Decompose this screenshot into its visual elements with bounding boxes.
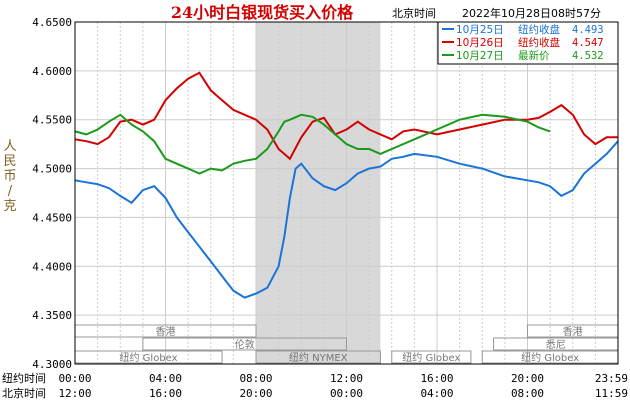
session-label: 纽约 NYMEX <box>289 351 348 364</box>
time-label: 北京时间 <box>392 6 436 20</box>
y-tick-label: 4.5500 <box>32 114 72 127</box>
bj-tick-label: 16:00 <box>149 387 182 400</box>
bj-tick-label: 08:00 <box>511 387 544 400</box>
series-line <box>74 140 619 299</box>
nymex-session-shade <box>256 22 381 364</box>
session-bar <box>142 337 347 351</box>
y-tick-label: 4.4000 <box>32 260 72 273</box>
plot-frame <box>74 21 619 365</box>
bj-time-label: 北京时间 <box>2 386 46 400</box>
y-axis-label: 人民币/克 <box>3 139 16 214</box>
legend-label: 纽约收盘 <box>518 23 560 36</box>
session-label: 伦敦 <box>235 338 255 351</box>
legend-date: 10月27日 <box>456 50 504 62</box>
y-tick-label: 4.6000 <box>32 65 72 78</box>
session-label: 香港 <box>563 326 583 338</box>
y-tick-label: 4.6500 <box>32 16 72 29</box>
session-bar <box>255 350 381 364</box>
y-axis-label-char: 人 <box>3 139 16 154</box>
legend-date: 10月25日 <box>456 24 504 36</box>
session-label: 香港 <box>156 326 176 338</box>
chart-title: 24小时白银现货买入价格 <box>171 3 354 22</box>
y-axis-label-char: 民 <box>3 154 16 169</box>
x-tick-labels: 00:00 04:00 08:00 12:00 16:00 20:00 23:59 12:00… <box>58 372 628 400</box>
y-axis-label-char: 克 <box>3 199 16 214</box>
session-label: 悉尼 <box>546 339 566 351</box>
legend-label: 纽约收盘 <box>518 36 560 49</box>
ny-tick-label: 12:00 <box>330 372 363 385</box>
ny-tick-label: 16:00 <box>420 372 453 385</box>
session-bar <box>391 350 472 364</box>
session-label: 纽约 Globex <box>521 351 579 364</box>
time-value: 2022年10月28日08时57分 <box>462 6 601 20</box>
legend-value: 4.547 <box>572 37 604 49</box>
ny-time-label: 纽约时间 <box>2 371 46 385</box>
bj-tick-label: 20:00 <box>239 387 272 400</box>
y-tick-label: 4.3500 <box>32 309 72 322</box>
legend-value: 4.532 <box>572 50 604 62</box>
y-tick-labels: 4.3000 4.3500 4.4000 4.4500 4.5000 4.5500 4.60… <box>32 16 72 371</box>
legend-date: 10月26日 <box>456 37 504 49</box>
session-label: 纽约 Globex <box>119 351 177 364</box>
bj-tick-label: 12:00 <box>58 387 91 400</box>
bj-tick-label: 00:00 <box>330 387 363 400</box>
series-line <box>74 113 551 175</box>
grid <box>75 22 618 364</box>
y-tick-label: 4.5000 <box>32 163 72 176</box>
ny-tick-label: 00:00 <box>58 372 91 385</box>
price-lines <box>74 71 619 299</box>
bj-tick-label: 11:59 <box>595 387 628 400</box>
y-tick-label: 4.3000 <box>32 358 72 371</box>
y-tick-label: 4.4500 <box>32 211 72 224</box>
legend-box <box>437 21 619 65</box>
y-axis-label-char: / <box>8 184 13 199</box>
ny-tick-label: 23:59 <box>595 372 628 385</box>
ny-tick-label: 08:00 <box>239 372 272 385</box>
y-axis-label-char: 币 <box>3 169 16 184</box>
legend-label: 最新价 <box>518 49 550 62</box>
legend-value: 4.493 <box>572 24 604 36</box>
session-label: 纽约 Globex <box>402 351 460 364</box>
ny-tick-label: 20:00 <box>511 372 544 385</box>
bj-tick-label: 04:00 <box>420 387 453 400</box>
ny-tick-label: 04:00 <box>149 372 182 385</box>
